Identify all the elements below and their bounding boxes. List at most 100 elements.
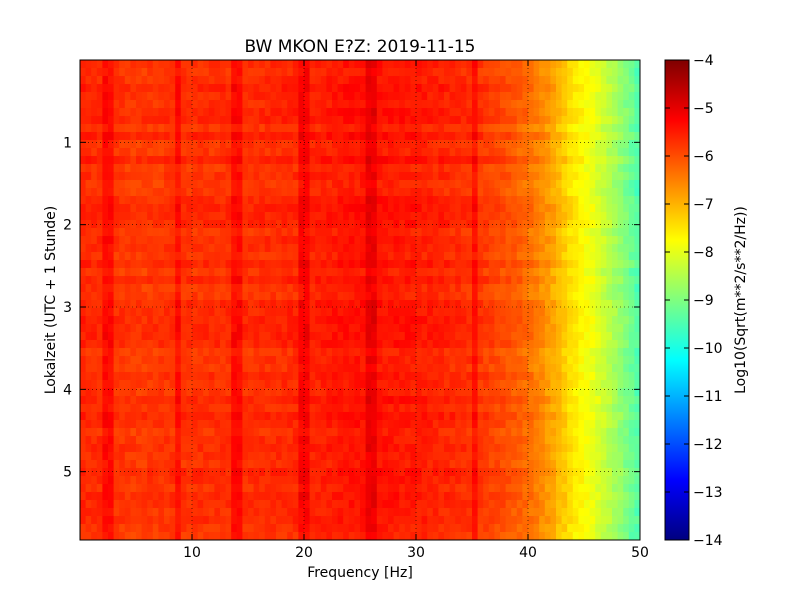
heatmap-cell <box>175 300 182 309</box>
heatmap-cell <box>544 140 551 149</box>
heatmap-cell <box>214 76 221 85</box>
heatmap-cell <box>85 68 92 77</box>
heatmap-cell <box>483 140 490 149</box>
heatmap-cell <box>567 356 574 365</box>
heatmap-cell <box>354 108 361 117</box>
heatmap-cell <box>248 100 255 109</box>
heatmap-cell <box>287 228 294 237</box>
heatmap-cell <box>180 404 187 413</box>
heatmap-cell <box>113 92 120 101</box>
heatmap-cell <box>152 156 159 165</box>
heatmap-cell <box>175 84 182 93</box>
heatmap-cell <box>287 380 294 389</box>
heatmap-cell <box>236 332 243 341</box>
heatmap-cell <box>612 340 619 349</box>
heatmap-cell <box>264 404 271 413</box>
heatmap-cell <box>242 164 249 173</box>
heatmap-cell <box>348 228 355 237</box>
heatmap-cell <box>416 292 423 301</box>
heatmap-cell <box>332 276 339 285</box>
heatmap-cell <box>315 68 322 77</box>
heatmap-cell <box>147 68 154 77</box>
heatmap-cell <box>410 284 417 293</box>
heatmap-cell <box>416 308 423 317</box>
heatmap-cell <box>477 348 484 357</box>
heatmap-cell <box>337 100 344 109</box>
heatmap-cell <box>444 60 451 69</box>
heatmap-cell <box>455 60 462 69</box>
heatmap-cell <box>175 188 182 197</box>
heatmap-cell <box>561 284 568 293</box>
heatmap-cell <box>304 140 311 149</box>
heatmap-cell <box>287 364 294 373</box>
heatmap-cell <box>270 236 277 245</box>
heatmap-cell <box>102 324 109 333</box>
heatmap-cell <box>298 276 305 285</box>
heatmap-cell <box>623 404 630 413</box>
heatmap-cell <box>320 108 327 117</box>
heatmap-cell <box>628 252 635 261</box>
heatmap-cell <box>80 188 87 197</box>
heatmap-cell <box>91 356 98 365</box>
heatmap-cell <box>332 108 339 117</box>
heatmap-cell <box>460 404 467 413</box>
heatmap-cell <box>360 292 367 301</box>
heatmap-cell <box>466 60 473 69</box>
heatmap-cell <box>236 164 243 173</box>
heatmap-cell <box>589 308 596 317</box>
heatmap-cell <box>169 444 176 453</box>
heatmap-cell <box>516 404 523 413</box>
heatmap-cell <box>528 164 535 173</box>
heatmap-cell <box>180 220 187 229</box>
heatmap-cell <box>589 260 596 269</box>
heatmap-cell <box>253 260 260 269</box>
heatmap-cell <box>572 364 579 373</box>
heatmap-cell <box>539 260 546 269</box>
heatmap-cell <box>113 220 120 229</box>
heatmap-cell <box>192 452 199 461</box>
heatmap-cell <box>365 100 372 109</box>
heatmap-cell <box>264 116 271 125</box>
heatmap-cell <box>578 292 585 301</box>
heatmap-cell <box>494 100 501 109</box>
heatmap-cell <box>477 380 484 389</box>
heatmap-cell <box>136 436 143 445</box>
heatmap-cell <box>393 236 400 245</box>
heatmap-cell <box>376 212 383 221</box>
heatmap-cell <box>494 380 501 389</box>
heatmap-cell <box>281 412 288 421</box>
heatmap-cell <box>388 188 395 197</box>
heatmap-cell <box>281 180 288 189</box>
heatmap-cell <box>337 420 344 429</box>
heatmap-cell <box>399 324 406 333</box>
heatmap-cell <box>304 316 311 325</box>
heatmap-cell <box>304 332 311 341</box>
heatmap-cell <box>483 268 490 277</box>
heatmap-cell <box>337 140 344 149</box>
heatmap-cell <box>337 172 344 181</box>
heatmap-cell <box>399 180 406 189</box>
heatmap-cell <box>376 148 383 157</box>
heatmap-cell <box>365 84 372 93</box>
heatmap-cell <box>85 108 92 117</box>
heatmap-cell <box>253 316 260 325</box>
heatmap-cell <box>281 116 288 125</box>
heatmap-cell <box>539 324 546 333</box>
heatmap-cell <box>472 180 479 189</box>
heatmap-cell <box>220 364 227 373</box>
heatmap-cell <box>214 172 221 181</box>
heatmap-cell <box>119 172 126 181</box>
heatmap-cell <box>96 420 103 429</box>
heatmap-cell <box>628 164 635 173</box>
heatmap-cell <box>612 212 619 221</box>
heatmap-cell <box>455 340 462 349</box>
heatmap-cell <box>164 340 171 349</box>
heatmap-cell <box>623 380 630 389</box>
heatmap-cell <box>376 380 383 389</box>
heatmap-cell <box>505 332 512 341</box>
heatmap-cell <box>505 420 512 429</box>
heatmap-cell <box>169 428 176 437</box>
heatmap-cell <box>298 412 305 421</box>
heatmap-cell <box>556 268 563 277</box>
heatmap-cell <box>488 388 495 397</box>
